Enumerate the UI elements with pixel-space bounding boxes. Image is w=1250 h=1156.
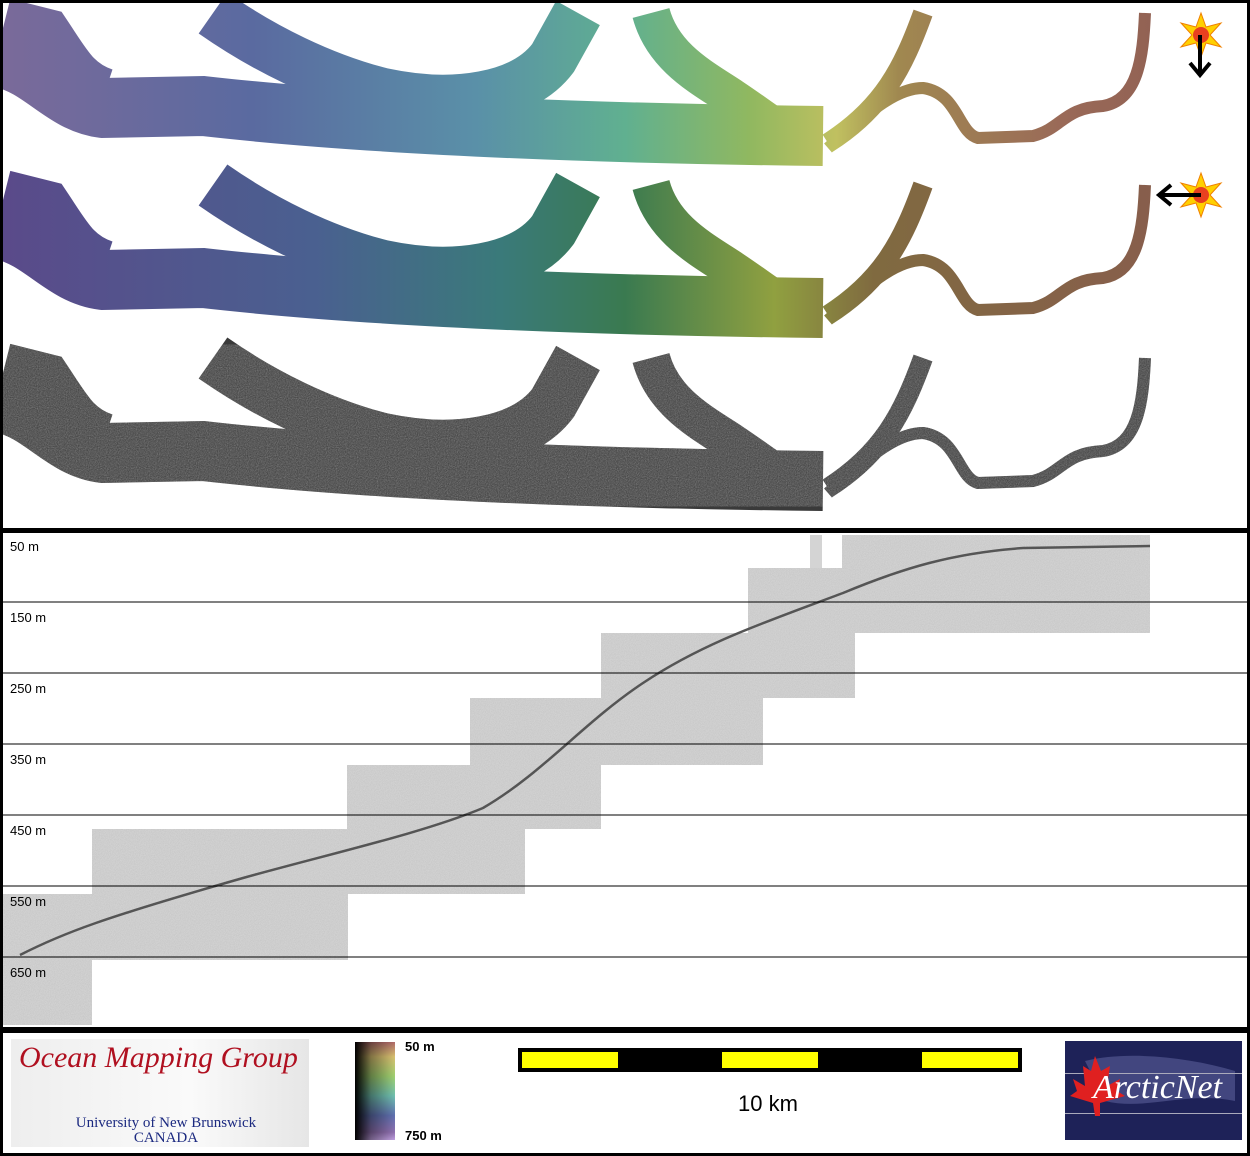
legend-panel: Ocean Mapping Group University of New Br… — [3, 1033, 1247, 1153]
colorbar-bottom-label: 750 m — [405, 1128, 442, 1143]
scale-label: 10 km — [738, 1091, 798, 1116]
colorbar-top-label: 50 m — [405, 1039, 435, 1054]
depth-label: 150 m — [10, 610, 47, 625]
depth-label: 350 m — [10, 752, 47, 767]
ocean-mapping-group-logo: Ocean Mapping Group University of New Br… — [11, 1039, 309, 1147]
scale-segment — [722, 1052, 818, 1068]
strip-bathymetry-east — [3, 185, 1145, 320]
scale-segment — [922, 1052, 1018, 1068]
omg-university: University of New Brunswick — [75, 1115, 257, 1131]
profile-image — [3, 535, 1247, 1025]
maple-leaf-icon — [1065, 1055, 1242, 1116]
depth-label: 250 m — [10, 681, 47, 696]
depth-label: 650 m — [10, 965, 47, 980]
colorbar-shading — [355, 1042, 395, 1140]
scale-bar — [518, 1048, 1022, 1072]
depth-label: 450 m — [10, 823, 47, 838]
omg-country: CANADA — [133, 1130, 199, 1146]
map-panel — [3, 3, 1247, 528]
arcticnet-text: ArcticNet — [1093, 1069, 1223, 1106]
map-strips — [3, 3, 1223, 528]
seabed-reflector — [19, 544, 1151, 957]
depth-gridlines — [3, 601, 1247, 958]
depth-label: 550 m — [10, 894, 47, 909]
seismic-profile-panel: 50 m 150 m 250 m 350 m 450 m 550 m 650 m — [3, 533, 1247, 1027]
omg-title: Ocean Mapping Group — [19, 1041, 298, 1074]
arcticnet-logo: ArcticNet — [1065, 1041, 1242, 1140]
arrow-down-icon — [1188, 35, 1212, 79]
strip-bathymetry-north — [3, 13, 1145, 148]
scale-segment — [522, 1052, 618, 1068]
depth-label: 50 m — [10, 539, 39, 554]
strip-backscatter — [3, 358, 1145, 493]
arrow-left-icon — [1155, 183, 1201, 207]
